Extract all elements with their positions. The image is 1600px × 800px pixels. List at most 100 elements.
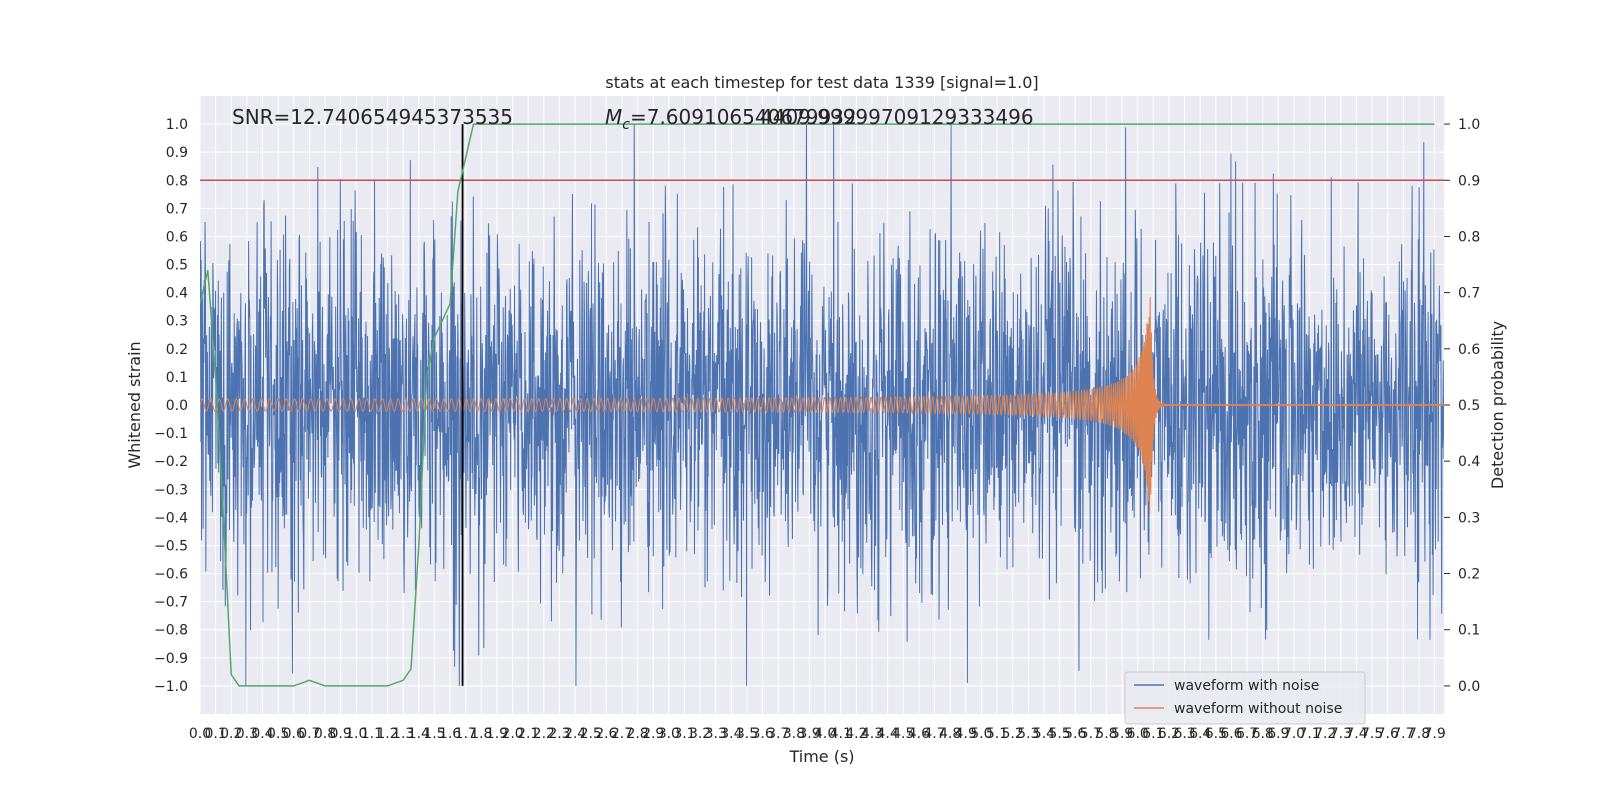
y-right-tick-label: 0.2: [1458, 567, 1480, 583]
x-tick-label: 5.7: [1080, 726, 1102, 742]
x-tick-label: 5.6: [1064, 726, 1086, 742]
y-axis-right: 0.0 0.1 0.2 0.3 0.4 0.5 0.6 0.7 0.8 0.9 1.0: [1444, 117, 1480, 695]
x-tick-label: 0.8: [314, 726, 336, 742]
x-tick-label: 0.9: [330, 726, 352, 742]
x-tick-label: 4.5: [892, 726, 914, 742]
x-tick-label: 0.4: [251, 726, 273, 742]
x-tick-label: 7.5: [1361, 726, 1383, 742]
x-tick-label: 3.0: [658, 726, 680, 742]
x-tick-label: 5.3: [1017, 726, 1039, 742]
x-axis-label: Time (s): [788, 747, 854, 766]
y-axis-label-right: Detection probability: [1488, 321, 1507, 489]
x-tick-label: 1.2: [376, 726, 398, 742]
x-tick-label: 0.3: [236, 726, 258, 742]
x-tick-label: 3.4: [720, 726, 742, 742]
x-tick-label: 2.2: [533, 726, 555, 742]
x-tick-label: 7.9: [1423, 726, 1445, 742]
x-tick-label: 4.4: [877, 726, 899, 742]
x-tick-label: 7.7: [1392, 726, 1414, 742]
y-tick-label: 0.0: [166, 398, 188, 414]
y-right-tick-label: 0.0: [1458, 679, 1480, 695]
x-tick-label: 3.9: [798, 726, 820, 742]
y-tick-label: 0.5: [166, 258, 188, 274]
y-axis-left: −1.0 −0.9 −0.8 −0.7 −0.6 −0.5 −0.4 −0.3 −0.2 −0.1…: [154, 117, 188, 695]
legend-label-chirp: waveform without noise: [1174, 701, 1342, 717]
legend: waveform with noise waveform without noi…: [1124, 671, 1366, 725]
x-tick-label: 2.1: [517, 726, 539, 742]
x-tick-label: 4.9: [955, 726, 977, 742]
y-tick-label: −0.9: [154, 651, 188, 667]
x-tick-label: 0.1: [204, 726, 226, 742]
y-tick-label: −0.5: [154, 538, 188, 554]
x-tick-label: 1.5: [423, 726, 445, 742]
y-tick-label: −0.7: [154, 595, 188, 611]
y-tick-label: 0.2: [166, 342, 188, 358]
x-tick-label: 6.3: [1173, 726, 1195, 742]
x-tick-label: 3.6: [751, 726, 773, 742]
x-tick-label: 4.7: [923, 726, 945, 742]
y-tick-label: −0.2: [154, 454, 188, 470]
x-tick-label: 4.3: [861, 726, 883, 742]
x-tick-label: 2.7: [611, 726, 633, 742]
x-tick-label: 6.1: [1142, 726, 1164, 742]
y-right-tick-label: 0.3: [1458, 510, 1480, 526]
x-tick-label: 3.3: [705, 726, 727, 742]
x-tick-label: 6.2: [1158, 726, 1180, 742]
y-right-tick-label: 0.1: [1458, 623, 1480, 639]
y-tick-label: −0.4: [154, 510, 188, 526]
overlap-annotation: 4409.99999709129333496: [760, 105, 1034, 129]
x-tick-label: 0.6: [283, 726, 305, 742]
x-tick-label: 5.2: [1002, 726, 1024, 742]
x-tick-label: 4.0: [814, 726, 836, 742]
x-tick-label: 2.5: [580, 726, 602, 742]
x-tick-label: 0.2: [220, 726, 242, 742]
series-detection-probability: [200, 123, 1435, 687]
x-tick-label: 0.7: [298, 726, 320, 742]
x-tick-label: 4.8: [939, 726, 961, 742]
x-tick-label: 7.3: [1330, 726, 1352, 742]
x-tick-label: 0.0: [189, 726, 211, 742]
x-tick-label: 3.1: [673, 726, 695, 742]
y-tick-label: 0.7: [166, 201, 188, 217]
y-tick-label: −0.6: [154, 567, 188, 583]
y-tick-label: −1.0: [154, 679, 188, 695]
y-right-tick-label: 0.7: [1458, 286, 1480, 302]
x-tick-label: 5.4: [1033, 726, 1055, 742]
x-tick-label: 0.5: [267, 726, 289, 742]
y-tick-label: 0.3: [166, 314, 188, 330]
x-tick-label: 3.7: [767, 726, 789, 742]
y-tick-label: −0.8: [154, 623, 188, 639]
x-tick-label: 4.2: [845, 726, 867, 742]
x-tick-label: 1.6: [439, 726, 461, 742]
x-tick-label: 5.5: [1048, 726, 1070, 742]
chart-title: stats at each timestep for test data 133…: [605, 73, 1038, 92]
y-tick-label: −0.3: [154, 482, 188, 498]
x-tick-label: 5.1: [986, 726, 1008, 742]
x-tick-label: 1.8: [470, 726, 492, 742]
x-tick-label: 1.9: [486, 726, 508, 742]
x-tick-label: 2.8: [626, 726, 648, 742]
x-tick-label: 6.0: [1127, 726, 1149, 742]
chirp-mass-annotation: Mc=7.609106540679932: [605, 105, 857, 133]
x-tick-label: 2.3: [548, 726, 570, 742]
y-tick-label: 1.0: [166, 117, 188, 133]
y-tick-label: 0.9: [166, 145, 188, 161]
y-right-tick-label: 0.9: [1458, 173, 1480, 189]
x-tick-label: 7.6: [1377, 726, 1399, 742]
x-axis: 0.00.10.20.30.40.50.60.70.80.91.01.11.21…: [189, 726, 1446, 742]
x-tick-label: 7.8: [1408, 726, 1430, 742]
x-tick-label: 3.5: [736, 726, 758, 742]
x-tick-label: 4.6: [908, 726, 930, 742]
y-tick-label: 0.1: [166, 370, 188, 386]
y-tick-label: −0.1: [154, 426, 188, 442]
legend-label-noise: waveform with noise: [1174, 678, 1319, 694]
y-right-tick-label: 0.5: [1458, 398, 1480, 414]
x-tick-label: 2.0: [501, 726, 523, 742]
x-tick-label: 6.5: [1205, 726, 1227, 742]
x-tick-label: 1.4: [408, 726, 430, 742]
x-tick-label: 6.9: [1267, 726, 1289, 742]
x-tick-label: 3.2: [689, 726, 711, 742]
x-tick-label: 7.2: [1314, 726, 1336, 742]
y-tick-label: 0.6: [166, 229, 188, 245]
x-tick-label: 1.1: [361, 726, 383, 742]
